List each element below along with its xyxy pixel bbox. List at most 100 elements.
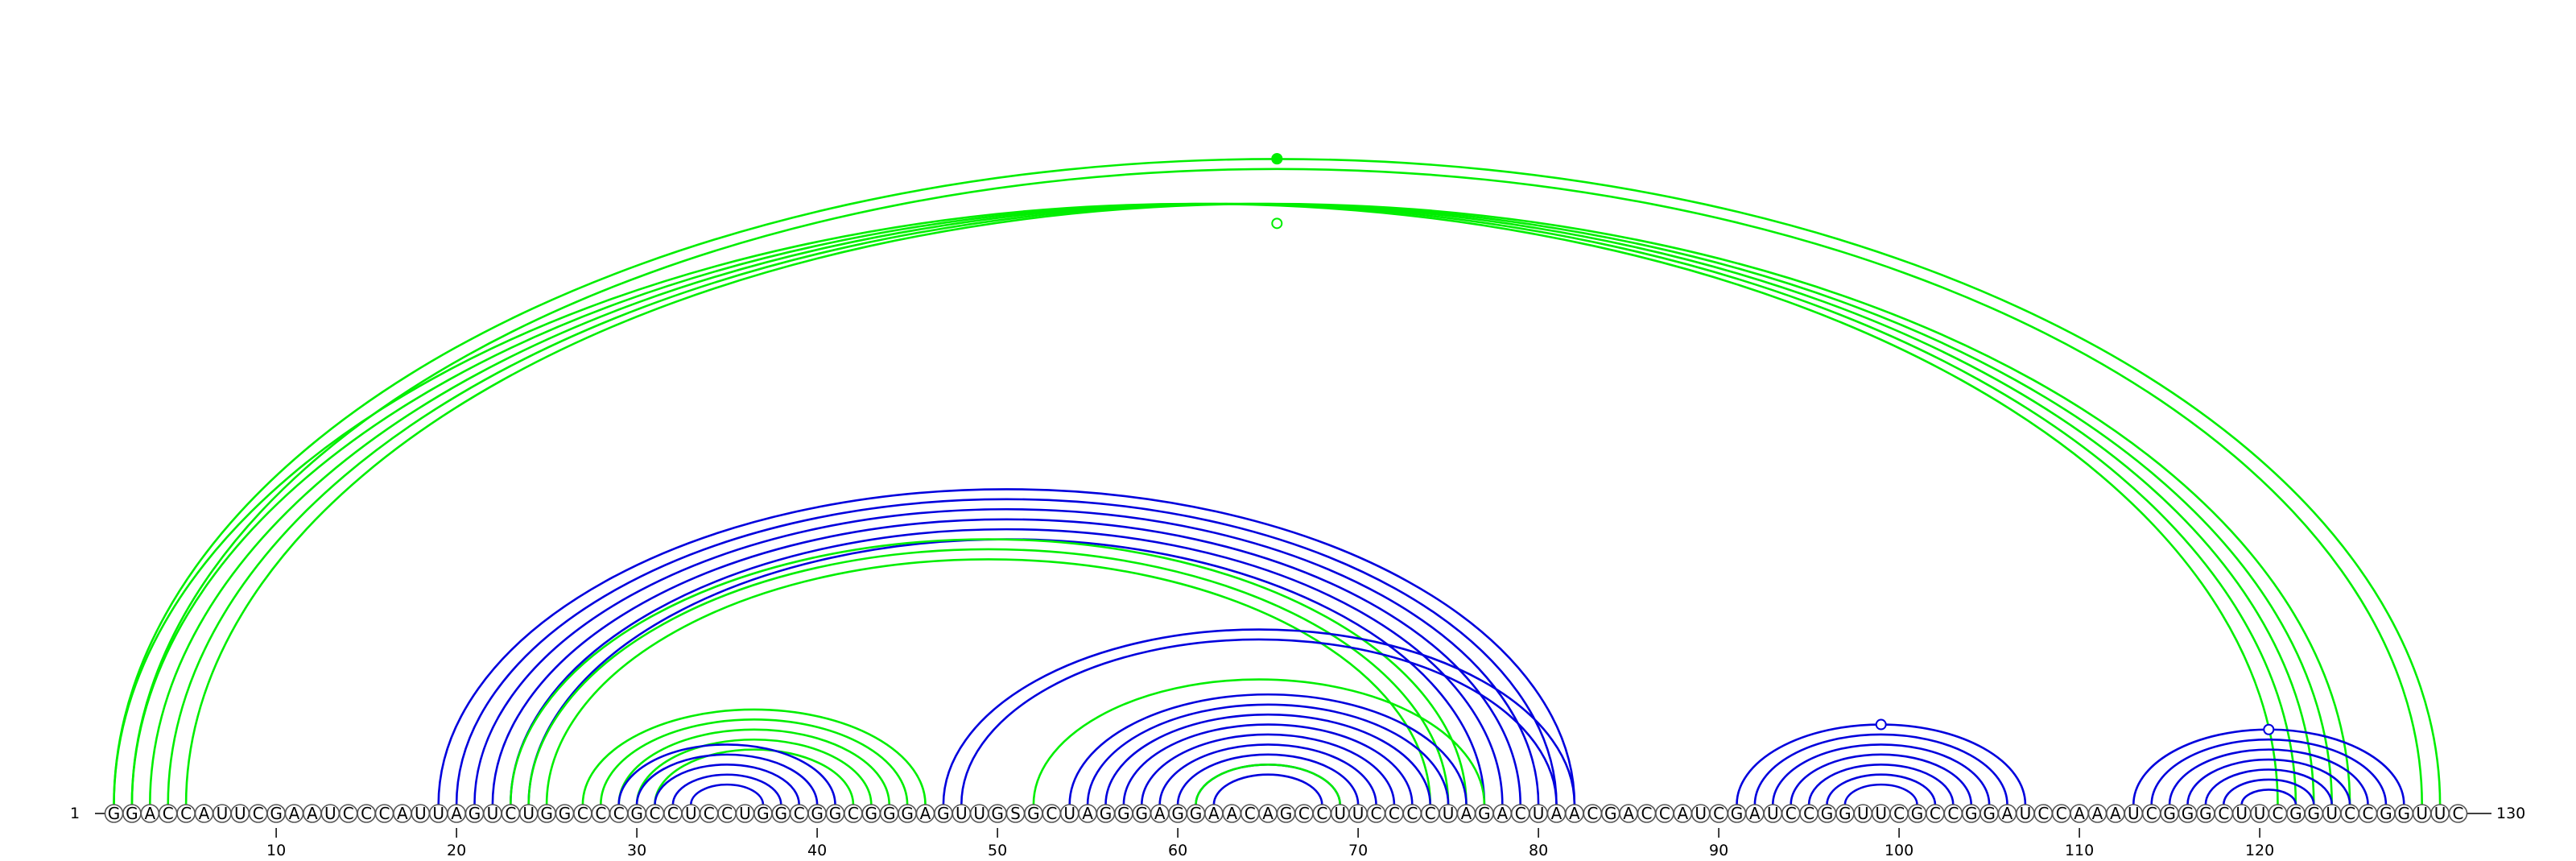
arc-green-27-46 — [581, 708, 927, 805]
arc-green-24-75 — [527, 548, 1450, 805]
nucleotide-45: G — [898, 804, 917, 823]
arc-blue-30-40 — [635, 753, 819, 805]
nucleotide-letter: G — [2182, 804, 2194, 823]
arc-blue-55-75 — [1086, 703, 1450, 805]
nucleotide-42: C — [844, 804, 863, 823]
nucleotide-letter: U — [2254, 804, 2266, 823]
nucleotide-letter: G — [1911, 804, 1924, 823]
nucleotide-19: U — [428, 804, 448, 823]
nucleotide-letter: A — [1461, 804, 1472, 823]
nucleotide-97: G — [1835, 804, 1855, 823]
arc-blue-62-68 — [1212, 773, 1323, 805]
end-index-label: 130 — [2496, 805, 2525, 822]
arc-green-30-43 — [635, 738, 873, 805]
nucleotide-49: U — [969, 804, 989, 823]
arc-green-2-122 — [130, 202, 2297, 805]
nucleotide-4: C — [158, 804, 178, 823]
arc-blue-94-104 — [1790, 753, 1972, 805]
nucleotide-119: U — [2231, 804, 2252, 823]
nucleotide-letter: U — [739, 804, 751, 823]
arc-green-2-129 — [130, 168, 2423, 805]
arc-blue-58-72 — [1141, 733, 1396, 805]
apex-marker-green-2 — [1271, 217, 1283, 230]
nucleotide-letter: U — [685, 804, 697, 823]
nucleotide-110: A — [2070, 804, 2089, 823]
nucleotide-letter: C — [1245, 804, 1256, 823]
nucleotide-32: C — [663, 804, 683, 823]
nucleotide-letter: U — [487, 804, 499, 823]
arc-green-25-74 — [545, 558, 1431, 805]
nucleotide-letter: U — [1857, 804, 1869, 823]
nucleotide-letter: C — [2218, 804, 2229, 823]
arc-blue-115-126 — [2168, 748, 2369, 805]
nucleotide-87: C — [1655, 804, 1674, 823]
nucleotide-letter: G — [1117, 804, 1130, 823]
nucleotide-letter: A — [451, 804, 462, 823]
nucleotide-81: A — [1546, 804, 1567, 823]
nucleotide-43: G — [861, 804, 881, 823]
nucleotide-letter: C — [361, 804, 372, 823]
nucleotide-letter: U — [234, 804, 246, 823]
nucleotide-131: C — [2448, 804, 2468, 823]
nucleotide-7: U — [213, 804, 232, 823]
nucleotide-letter: G — [1821, 804, 1834, 823]
nucleotide-71: C — [1366, 804, 1386, 823]
nucleotide-letter: A — [307, 804, 318, 823]
tick-label-60: 60 — [1168, 842, 1187, 857]
nucleotide-letter: C — [505, 804, 516, 823]
nucleotide-letter: A — [1082, 804, 1093, 823]
nucleotide-letter: C — [1515, 804, 1526, 823]
nucleotide-letter: A — [1496, 804, 1508, 823]
arc-green-5-125 — [184, 202, 2351, 805]
arc-blue-92-106 — [1753, 733, 2008, 805]
nucleotide-letter: U — [522, 804, 535, 823]
nucleotide-letter: C — [1947, 804, 1959, 823]
arc-blue-116-125 — [2186, 758, 2351, 805]
nucleotide-letter: G — [1136, 804, 1149, 823]
arc-green-31-42 — [654, 748, 855, 805]
nucleotide-letter: C — [848, 804, 859, 823]
apex-marker-blue-3 — [1875, 718, 1887, 731]
nucleotide-letter: G — [1190, 804, 1203, 823]
nucleotide-88: A — [1673, 804, 1693, 823]
nucleotide-letter: U — [2416, 804, 2428, 823]
nucleotide-47: G — [934, 804, 953, 823]
nucleotide-27: C — [573, 804, 592, 823]
nucleotide-letter: G — [559, 804, 572, 823]
nucleotide-letter: A — [144, 804, 155, 823]
nucleotide-69: U — [1330, 804, 1350, 823]
arc-blue-118-123 — [2223, 778, 2315, 805]
nucleotide-letter: C — [794, 804, 805, 823]
nucleotide-letter: G — [1478, 804, 1491, 823]
nucleotide-26: G — [555, 804, 575, 823]
arc-blue-33-37 — [690, 783, 765, 805]
nucleotide-letter: C — [1371, 804, 1382, 823]
nucleotide-letter: C — [650, 804, 661, 823]
nucleotide-1: G — [104, 804, 124, 823]
nucleotide-letter: G — [126, 804, 138, 823]
nucleotide-96: G — [1817, 804, 1837, 823]
nucleotide-117: G — [2196, 804, 2215, 823]
nucleotide-letter: U — [217, 804, 229, 823]
nucleotide-16: C — [374, 804, 394, 823]
nucleotide-57: G — [1114, 804, 1133, 823]
nucleotide-2: G — [122, 804, 142, 823]
nucleotide-8: U — [230, 804, 250, 823]
nucleotide-letter: C — [343, 804, 354, 823]
tick-label-20: 20 — [447, 842, 466, 857]
arc-blue-32-38 — [671, 773, 782, 805]
nucleotide-23: C — [501, 804, 521, 823]
arc-green-23-76 — [510, 538, 1468, 805]
nucleotide-letter: U — [956, 804, 968, 823]
nucleotide-letter: G — [2308, 804, 2321, 823]
nucleotide-41: G — [825, 804, 845, 823]
nucleotide-letter: G — [1965, 804, 1978, 823]
apex-marker-blue-4 — [2263, 723, 2275, 735]
arcs-layer — [113, 157, 2442, 805]
nucleotide-73: C — [1402, 804, 1422, 823]
nucleotide-letter: U — [1352, 804, 1364, 823]
nucleotide-letter: C — [1425, 804, 1436, 823]
nucleotide-66: G — [1276, 804, 1296, 823]
